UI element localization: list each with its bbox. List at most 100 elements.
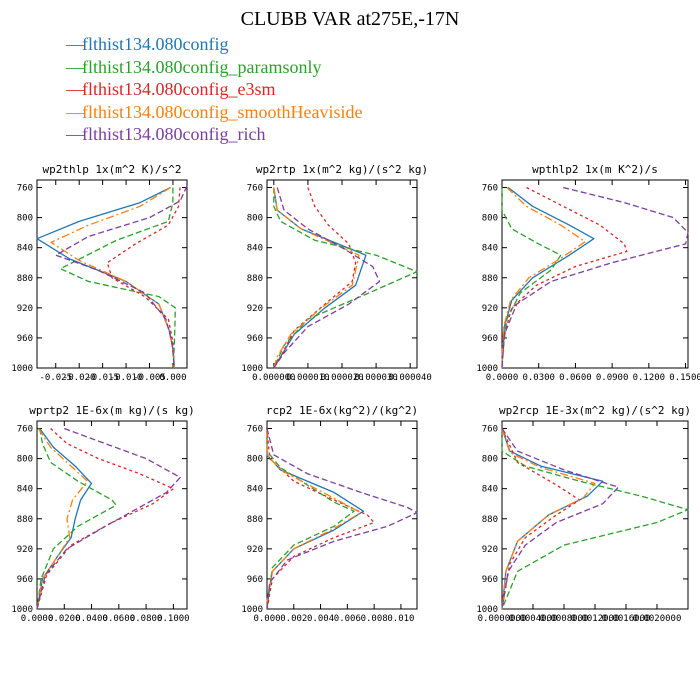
y-tick-label: 880	[17, 274, 33, 284]
chart-title: rcp2 1E-6x(kg^2)/(kg^2)	[266, 404, 418, 417]
profile-chart: wpthlp2 1x(m K^2)/s 760 800 840 880 920 960 100…	[476, 163, 700, 383]
x-tick-label: -0.020	[63, 373, 96, 383]
y-tick-label: 800	[247, 214, 263, 224]
y-tick-label: 1000	[11, 364, 33, 374]
chart-title: wp2rtp 1x(m^2 kg)/(s^2 kg)	[256, 163, 428, 176]
y-tick-label: 840	[17, 244, 33, 254]
x-tick-label: 0.0000000	[478, 614, 527, 624]
plot-frame	[501, 179, 689, 369]
series-line	[59, 187, 176, 369]
x-tick-label: -0.015	[86, 373, 119, 383]
series-line	[36, 428, 175, 610]
y-tick-label: 1000	[241, 364, 263, 374]
y-tick-label: 760	[482, 184, 498, 194]
series-line	[501, 428, 619, 610]
series-line	[36, 428, 117, 610]
legend-line-icon: —	[66, 56, 84, 77]
legend-entry-rich: —flthist134.080config_rich	[66, 123, 362, 146]
series-line	[273, 187, 418, 369]
x-tick-label: 0.0300	[522, 373, 555, 383]
chart-title: wprtp2 1E-6x(m kg)/(s kg)	[29, 404, 195, 417]
y-tick-label: 800	[247, 455, 263, 465]
profile-chart: rcp2 1E-6x(kg^2)/(kg^2)760 800 840 880 920 96…	[241, 404, 418, 624]
y-tick-label: 920	[247, 304, 263, 314]
legend-entry-config: —flthist134.080config	[66, 33, 362, 56]
x-tick-label: 0.0008000	[540, 614, 589, 624]
legend-line-icon: —	[66, 101, 84, 122]
x-tick-label: 0.1200	[633, 373, 666, 383]
legend-entry-smoothheaviside: —flthist134.080config_smoothHeaviside	[66, 101, 362, 124]
profile-chart: wp2thlp 1x(m^2 K)/s^2 760 800 840 880 920 960 1…	[11, 163, 188, 383]
y-tick-label: 760	[247, 184, 263, 194]
y-tick-label: 1000	[476, 605, 498, 615]
series-line	[266, 428, 375, 610]
series-line	[501, 428, 689, 610]
y-tick-label: 1000	[241, 605, 263, 615]
legend-line-icon: —	[66, 34, 84, 54]
y-tick-label: 760	[247, 425, 263, 435]
x-tick-label: 0.0600	[103, 614, 136, 624]
plot-frame	[36, 179, 188, 369]
chart-title: wp2thlp 1x(m^2 K)/s^2	[42, 163, 181, 176]
x-tick-label: -0.025	[39, 373, 72, 383]
y-tick-label: 960	[17, 575, 33, 585]
series-line	[273, 187, 360, 369]
y-tick-label: 920	[247, 545, 263, 555]
x-tick-label: 0.000	[253, 614, 280, 624]
legend-label: flthist134.080config	[82, 34, 229, 54]
series-line	[266, 428, 355, 610]
legend-label: flthist134.080config_e3sm	[82, 79, 276, 99]
legend-line-icon: —	[66, 79, 84, 99]
x-tick-label: 0.002	[280, 614, 307, 624]
y-tick-label: 880	[247, 274, 263, 284]
series-line	[273, 187, 367, 369]
series-line	[55, 185, 188, 369]
legend-label: flthist134.080config_rich	[82, 124, 266, 144]
series-line	[501, 428, 581, 610]
y-tick-label: 880	[482, 274, 498, 284]
y-tick-label: 880	[482, 515, 498, 525]
x-tick-label: 0.0800	[130, 614, 163, 624]
legend-entry-paramsonly: —flthist134.080config_paramsonly	[66, 56, 362, 79]
series-line	[266, 428, 418, 610]
y-tick-label: 920	[17, 304, 33, 314]
x-tick-label: 0.000010	[286, 373, 329, 383]
profile-chart: wp2rtp 1x(m^2 kg)/(s^2 kg) 760 800 840 880 92…	[241, 163, 432, 383]
chart-title: wp2rcp 1E-3x(m^2 kg)/(s^2 kg)	[499, 404, 691, 417]
series-line	[266, 428, 362, 609]
y-tick-label: 960	[247, 334, 263, 344]
legend-label: flthist134.080config_smoothHeaviside	[82, 101, 363, 122]
series-line	[501, 187, 586, 369]
y-tick-label: 920	[482, 304, 498, 314]
legend-label: flthist134.080config_paramsonly	[82, 56, 322, 77]
legend-entry-e3sm: —flthist134.080config_e3sm	[66, 78, 362, 101]
x-tick-label: 0.1500	[669, 373, 700, 383]
y-tick-label: 800	[17, 455, 33, 465]
y-tick-label: 840	[247, 244, 263, 254]
chart-title: wpthlp2 1x(m K^2)/s	[532, 163, 658, 176]
y-tick-label: 920	[17, 545, 33, 555]
x-tick-label: 0.0900	[596, 373, 629, 383]
plot-frame	[501, 420, 689, 610]
x-tick-label: 0.010	[387, 614, 414, 624]
series-line	[273, 187, 357, 369]
x-tick-label: 0.000000	[252, 373, 295, 383]
series-line	[36, 427, 181, 610]
series-line	[501, 428, 596, 610]
x-tick-label: 0.0020000	[633, 614, 682, 624]
x-tick-label: 0.1000	[157, 614, 190, 624]
profile-chart: wprtp2 1E-6x(m kg)/(s kg) 760 800 840 880 920…	[11, 404, 194, 624]
x-tick-label: 0.0600	[559, 373, 592, 383]
x-tick-label: 0.0200	[48, 614, 81, 624]
plot-frame	[266, 420, 418, 610]
x-tick-label: 0.000020	[320, 373, 363, 383]
y-tick-label: 960	[482, 575, 498, 585]
series-line	[273, 187, 381, 369]
x-tick-label: -0.010	[110, 373, 143, 383]
x-tick-label: 0.000030	[354, 373, 397, 383]
x-tick-label: 0.006	[334, 614, 361, 624]
y-tick-label: 880	[17, 515, 33, 525]
plot-frame	[36, 420, 188, 610]
series-line	[36, 428, 89, 610]
